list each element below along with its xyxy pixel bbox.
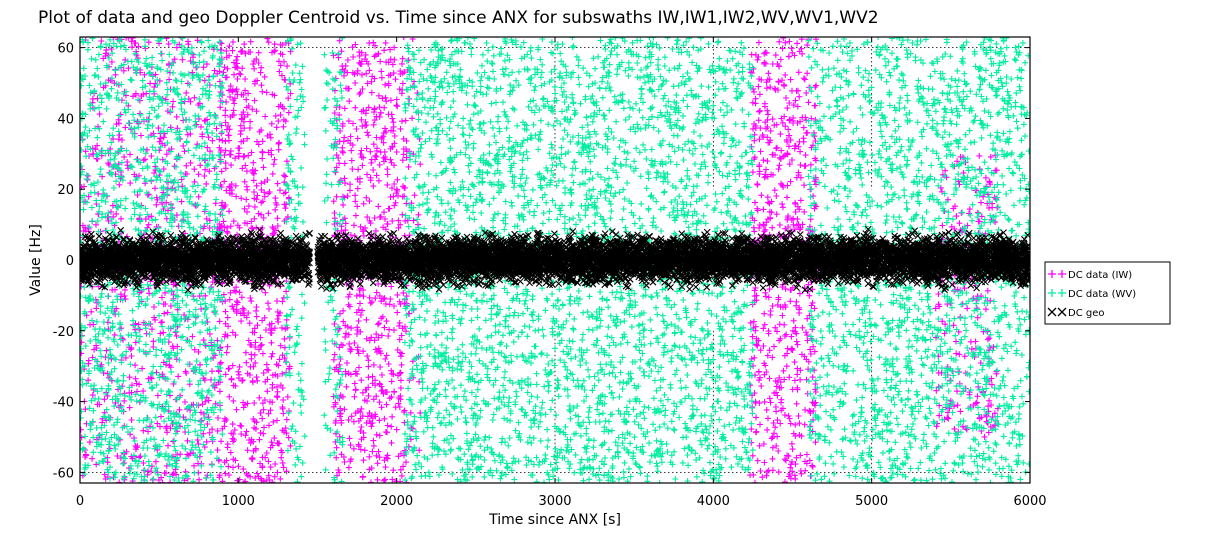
legend-label: DC data (WV) [1068,289,1136,300]
legend-marker [1058,270,1066,278]
x-tick-label: 4000 [697,494,730,509]
x-tick-label: 6000 [1013,494,1046,509]
y-axis-label: Value [Hz] [28,224,44,296]
legend-entry: DC data (WV) [1048,289,1136,300]
x-tick-label: 5000 [855,494,888,509]
legend-label: DC data (IW) [1068,270,1132,281]
x-tick-label: 2000 [380,494,413,509]
y-axis: 60 40 20 0 -20 -40 -60 [53,42,1030,481]
y-tick-label: -60 [53,466,74,481]
scatter-marks [80,37,1030,483]
legend: DC data (IW) DC data (WV) DC geo [1044,261,1171,325]
y-tick-label: 60 [57,42,74,57]
y-tick-label: -40 [53,396,74,411]
x-tick-label: 1000 [222,494,255,509]
legend-marker [1048,289,1056,297]
x-tick-label: 3000 [538,494,571,509]
x-axis: 0 1000 2000 3000 4000 5000 6000 [76,37,1047,509]
scatter-points [80,225,1030,294]
y-tick-label: 40 [57,112,74,127]
plot-area [79,36,1031,484]
series-dc-geo [80,225,1030,294]
y-tick-label: 20 [57,183,74,198]
y-tick-label: 0 [66,254,74,269]
x-tick-label: 0 [76,494,84,509]
legend-marker [1057,307,1067,317]
legend-entry: DC geo [1047,307,1104,319]
legend-marker [1048,270,1056,278]
legend-entry: DC data (IW) [1048,270,1132,281]
y-tick-label: -20 [53,325,74,340]
legend-marker [1047,307,1057,317]
legend-marker [1058,289,1066,297]
legend-label: DC geo [1068,308,1104,319]
chart-title: Plot of data and geo Doppler Centroid vs… [38,8,879,28]
x-axis-label: Time since ANX [s] [488,512,621,528]
